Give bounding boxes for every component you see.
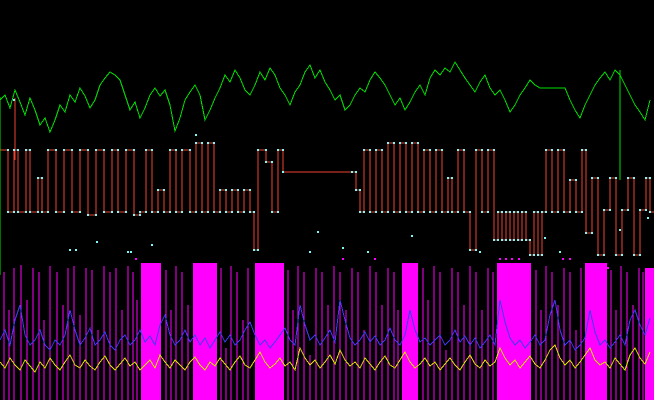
cyan-markers [13, 99, 649, 253]
magenta-spike-train [3, 263, 654, 400]
blue-trace [0, 299, 651, 351]
green-trace [0, 60, 651, 275]
yellow-trace [0, 344, 651, 373]
red-step-trace [0, 98, 654, 256]
magenta-dots [135, 258, 609, 269]
